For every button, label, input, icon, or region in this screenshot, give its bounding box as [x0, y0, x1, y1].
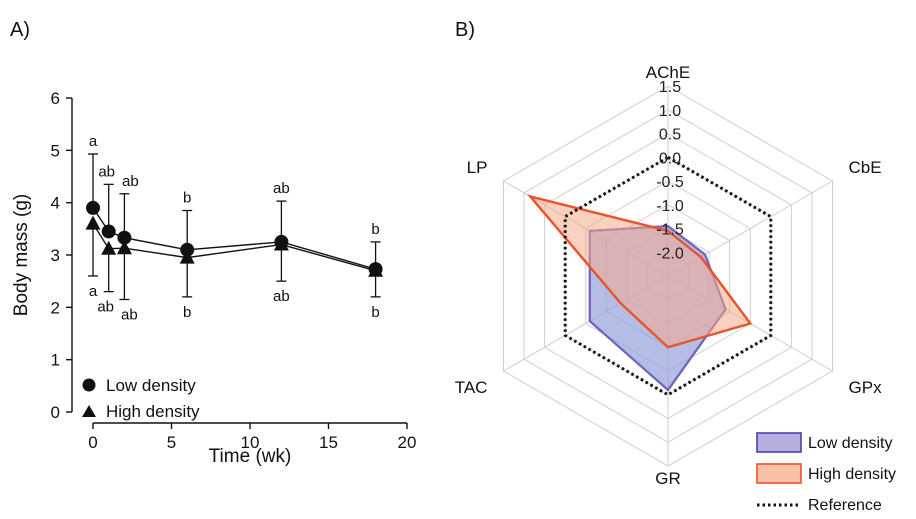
radar-tick-label: -0.5	[656, 174, 684, 191]
x-tick-label: 5	[167, 433, 176, 452]
y-tick-label: 4	[51, 194, 60, 213]
significance-letter-lower: ab	[273, 288, 290, 305]
radar-axis-labels: AChE CbE GPx GR TAC LP	[455, 63, 882, 488]
legend-label-high-density: High density	[106, 402, 200, 421]
panel-b-label: B)	[455, 19, 475, 41]
legend-label-low-density: Low density	[106, 376, 196, 395]
radar-tick-label: 0.5	[659, 127, 681, 144]
high-density-point	[116, 240, 132, 255]
radar-tick-label: -2.0	[656, 245, 684, 262]
radar-tick-label: 1.0	[659, 103, 681, 120]
radar-legend: Low density High density Reference	[756, 432, 896, 514]
y-axis-title: Body mass (g)	[11, 194, 32, 316]
radar-chart: 1.5 1.0 0.5 0.0 -0.5 -1.0 -1.5 -2.0 AChE CbE GPx G…	[455, 63, 896, 514]
radar-axis-label: AChE	[646, 63, 690, 82]
x-tick-label: 10	[241, 433, 260, 452]
legend-label-low-density: Low density	[808, 435, 893, 452]
radar-axis-label: LP	[467, 158, 488, 177]
low-density-point	[101, 224, 116, 239]
radar-axis-label: TAC	[455, 378, 488, 397]
significance-letter-upper: ab	[98, 163, 115, 180]
y-tick-label: 2	[51, 298, 60, 317]
significance-letter-lower: ab	[121, 306, 138, 323]
significance-letter-lower: ab	[97, 299, 114, 316]
legend-triangle-marker	[82, 405, 96, 417]
y-tick-label: 5	[51, 141, 60, 160]
x-tick-label: 0	[88, 433, 97, 452]
radar-axis-label: GPx	[849, 378, 883, 397]
high-density-point	[273, 236, 289, 251]
legend: Low density High density	[82, 376, 200, 421]
radar-tick-label: -1.5	[656, 222, 684, 239]
legend-swatch-low-density	[756, 432, 802, 453]
radar-tick-label: -1.0	[656, 198, 684, 215]
x-tick-label: 20	[398, 433, 417, 452]
significance-letter-upper: b	[183, 190, 191, 207]
y-tick-label: 6	[51, 89, 60, 108]
significance-letter-upper: ab	[122, 173, 139, 190]
high-density-point	[85, 215, 101, 230]
significance-letter-lower: b	[371, 304, 379, 321]
significance-letter-lower: b	[183, 304, 191, 321]
high-density-point	[368, 262, 384, 277]
radar-ticks: 1.5 1.0 0.5 0.0 -0.5 -1.0 -1.5 -2.0	[656, 79, 684, 262]
significance-letter-upper: b	[371, 221, 379, 238]
low-density-point	[86, 200, 100, 215]
legend-label-high-density: High density	[808, 466, 896, 483]
legend-label-reference: Reference	[808, 497, 882, 514]
significance-letter-upper: a	[89, 133, 98, 150]
y-tick-label: 1	[51, 351, 60, 370]
significance-letter-lower: a	[89, 283, 98, 300]
y-tick-label: 0	[51, 403, 60, 422]
panel-a-label: A)	[10, 19, 30, 41]
radar-series	[526, 155, 773, 397]
radar-tick-label: 0.0	[659, 150, 681, 167]
radar-axis-label: CbE	[849, 158, 882, 177]
low-density-line	[92, 207, 376, 270]
high-density-point	[179, 249, 195, 264]
y-tick-label: 3	[51, 246, 60, 265]
high-density-point	[101, 240, 117, 255]
x-tick-label: 15	[319, 433, 338, 452]
low-density-point	[117, 230, 132, 245]
radar-axis-label: GR	[655, 469, 681, 488]
radar-high-density-area	[526, 194, 753, 349]
legend-swatch-high-density	[756, 463, 802, 484]
x-axis-title: Time (wk)	[209, 446, 292, 467]
high-density-line	[92, 223, 376, 272]
significance-letter-upper: ab	[273, 180, 290, 197]
axis-ticks: 0 1 2 3 4 5 6 0 5 10 15 20	[51, 89, 417, 452]
radar-tick-label: 1.5	[659, 79, 681, 96]
legend-circle-marker	[82, 378, 96, 392]
